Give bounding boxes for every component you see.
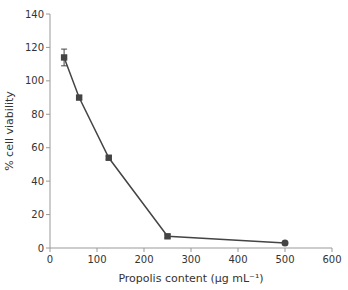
error-bar xyxy=(61,49,67,66)
y-axis-label: % cell viability xyxy=(3,91,16,171)
x-tick-label: 400 xyxy=(228,254,247,265)
y-tick xyxy=(46,214,50,215)
x-tick xyxy=(50,248,51,252)
y-tick-label: 100 xyxy=(25,75,44,86)
marker xyxy=(61,54,67,60)
y-tick xyxy=(46,14,50,15)
x-tick xyxy=(191,248,192,252)
y-tick-label: 80 xyxy=(31,109,44,120)
x-tick-label: 100 xyxy=(87,254,106,265)
y-tick-label: 0 xyxy=(38,243,44,254)
x-tick-label: 200 xyxy=(134,254,153,265)
error-bar-cap xyxy=(61,49,67,50)
y-tick-label: 120 xyxy=(25,42,44,53)
line xyxy=(64,57,285,243)
x-tick-label: 0 xyxy=(47,254,53,265)
x-tick xyxy=(238,248,239,252)
chart: 0 100 200 300 400 500 600 0 20 40 60 80 100 120 140 Pro… xyxy=(0,0,348,290)
x-tick xyxy=(285,248,286,252)
x-tick-label: 600 xyxy=(322,254,341,265)
error-bar-cap xyxy=(61,65,67,66)
y-tick xyxy=(46,114,50,115)
plot-area xyxy=(61,49,289,246)
x-tick-label: 500 xyxy=(275,254,294,265)
marker xyxy=(164,233,170,239)
y-tick-label: 20 xyxy=(31,209,44,220)
y-axis-line xyxy=(50,14,51,248)
y-tick-label: 60 xyxy=(31,142,44,153)
x-tick xyxy=(144,248,145,252)
y-tick xyxy=(46,147,50,148)
y-tick xyxy=(46,248,50,249)
x-axis-label: Propolis content (μg mL⁻¹) xyxy=(118,272,263,285)
y-tick xyxy=(46,181,50,182)
y-tick xyxy=(46,47,50,48)
x-tick xyxy=(97,248,98,252)
marker xyxy=(76,94,82,100)
marker xyxy=(282,239,289,246)
y-tick xyxy=(46,80,50,81)
marker xyxy=(106,155,112,161)
y-tick-label: 40 xyxy=(31,176,44,187)
y-tick-label: 140 xyxy=(25,9,44,20)
x-tick xyxy=(332,248,333,252)
x-tick-label: 300 xyxy=(181,254,200,265)
